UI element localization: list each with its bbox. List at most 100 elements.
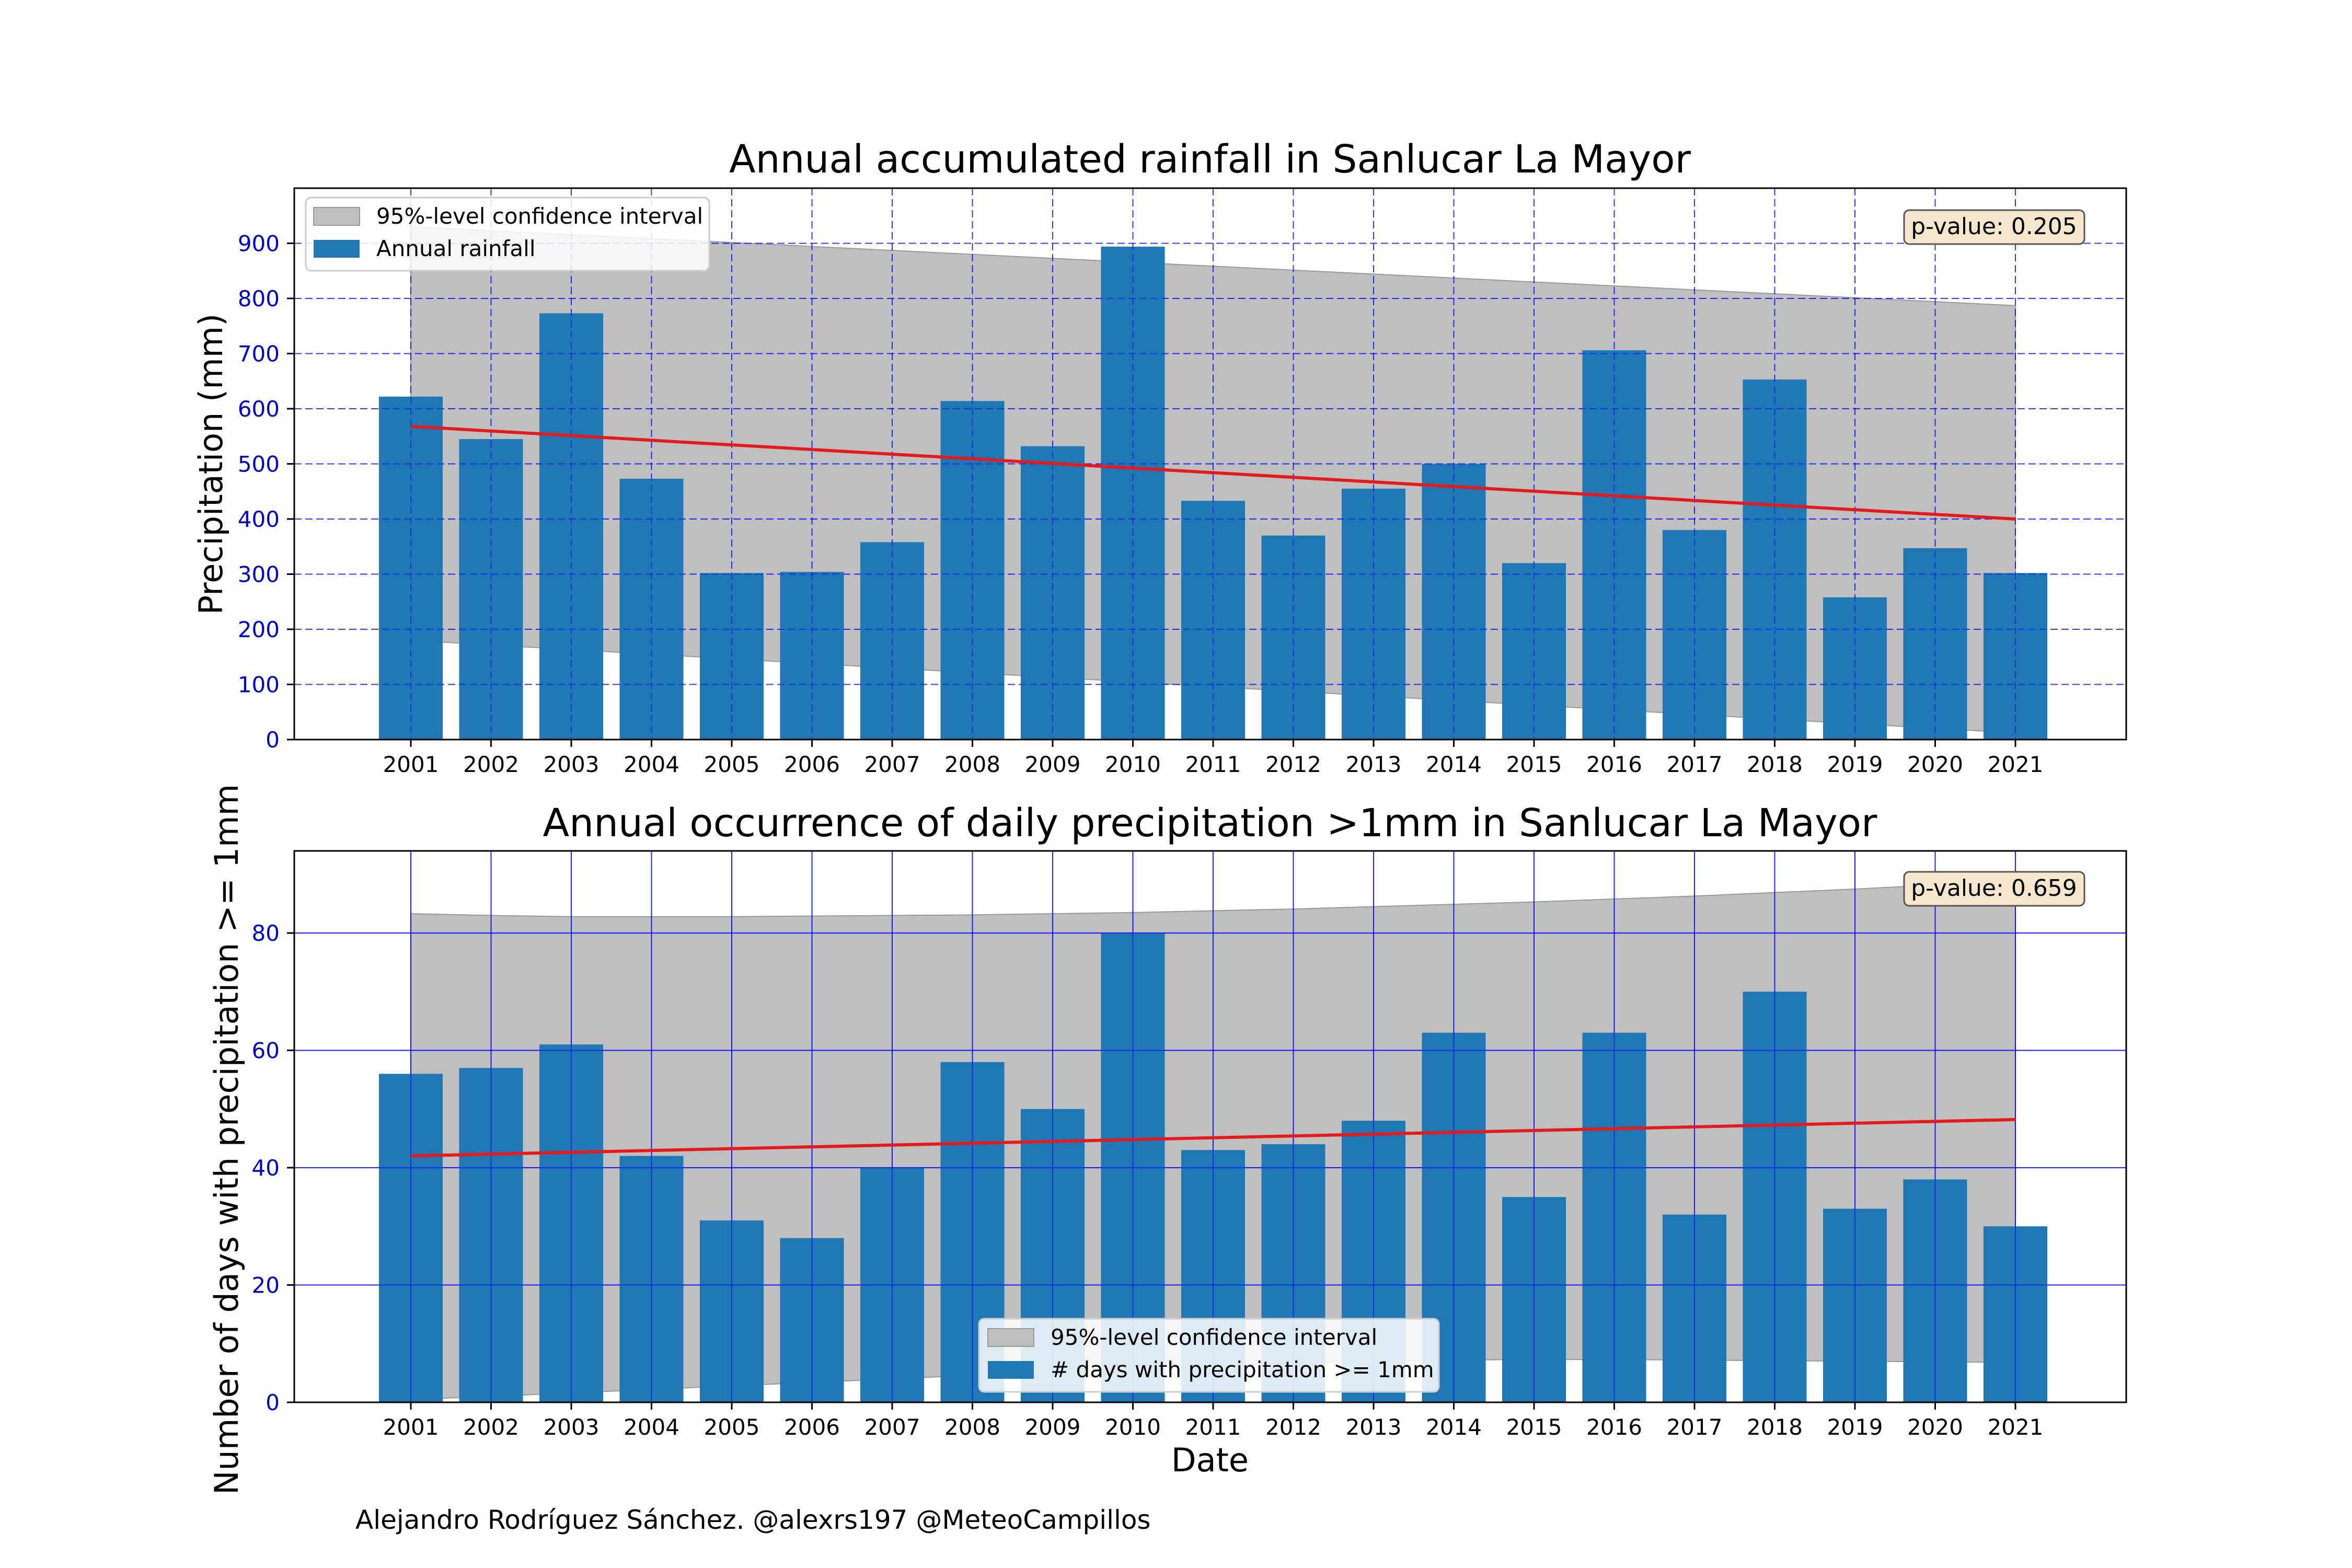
rainfall-chart: Annual accumulated rainfall in Sanlucar … [192, 137, 2127, 777]
bar-2003 [539, 313, 603, 740]
x-tick-label: 2003 [544, 752, 599, 777]
bar-2014 [1422, 464, 1486, 740]
legend-swatch-band [987, 1328, 1034, 1347]
legend: 95%-level confidence interval # days wit… [978, 1318, 1440, 1393]
x-tick-label: 2017 [1667, 1414, 1723, 1440]
legend: 95%-level confidence interval Annual rai… [305, 197, 710, 272]
y-tick-label: 100 [238, 672, 280, 698]
p-value-text: p-value: 0.205 [1911, 213, 2077, 240]
x-tick-label: 2007 [864, 752, 920, 777]
legend-swatch-bars [314, 240, 360, 258]
x-tick-label: 2005 [704, 1414, 760, 1440]
x-tick-label: 2008 [944, 1414, 1000, 1440]
y-tick-label: 500 [238, 452, 280, 477]
x-tick-label: 2001 [383, 752, 439, 777]
x-tick-label: 2007 [864, 1414, 920, 1440]
bar-2001 [379, 396, 443, 740]
x-tick-label: 2017 [1667, 752, 1723, 777]
x-tick-label: 2010 [1105, 752, 1161, 777]
x-tick-label: 2014 [1426, 1414, 1482, 1440]
y-tick-label: 600 [238, 396, 280, 422]
p-value-box [1903, 209, 2085, 245]
bar-2021 [1984, 573, 2047, 740]
x-tick-label: 2004 [624, 752, 679, 777]
x-tick-label: 2003 [544, 1414, 599, 1440]
y-axis-label: Number of days with precipitation >= 1mm [207, 784, 246, 1495]
bar-2005 [700, 573, 764, 740]
x-tick-label: 2019 [1827, 752, 1883, 777]
bar-2017 [1663, 530, 1726, 740]
x-tick-label: 2001 [383, 1414, 439, 1440]
x-tick-label: 2006 [784, 1414, 840, 1440]
y-tick-label: 80 [252, 920, 280, 946]
x-tick-label: 2009 [1025, 752, 1081, 777]
bar-2002 [459, 439, 523, 740]
legend-label-band: 95%-level confidence interval [1051, 1324, 1377, 1350]
bar-2020 [1903, 548, 1967, 740]
chart-title: Annual occurrence of daily precipitation… [543, 801, 1877, 846]
x-tick-label: 2012 [1265, 752, 1321, 777]
x-tick-label: 2004 [624, 1414, 679, 1440]
bar-2012 [1261, 535, 1325, 740]
x-tick-label: 2021 [1988, 752, 2044, 777]
x-tick-label: 2019 [1827, 1414, 1883, 1440]
p-value-text: p-value: 0.659 [1911, 875, 2077, 902]
bar-2019 [1823, 597, 1887, 740]
bar-2010 [1101, 246, 1165, 740]
y-tick-label: 0 [266, 727, 280, 753]
x-tick-label: 2013 [1346, 752, 1402, 777]
trend-line [410, 424, 2016, 521]
p-value-annotation: p-value: 0.205 [1903, 209, 2085, 245]
x-tick-label: 2012 [1265, 1414, 1321, 1440]
footer-credit: Alejandro Rodríguez Sánchez. @alexrs197 … [355, 1505, 1151, 1535]
y-axis-label: Precipitation (mm) [192, 314, 230, 615]
x-axis-label: Date [1171, 1441, 1249, 1479]
y-tick-label: 900 [238, 231, 280, 257]
bar-2016 [1582, 350, 1646, 740]
legend-swatch-bars [988, 1361, 1034, 1379]
legend-label-bars: # days with precipitation >= 1mm [1051, 1357, 1434, 1382]
bar-2018 [1743, 379, 1807, 740]
y-tick-label: 800 [238, 286, 280, 312]
plot-frame [293, 187, 2127, 741]
x-tick-label: 2002 [463, 1414, 519, 1440]
y-tick-label: 700 [238, 341, 280, 367]
bar-2007 [860, 542, 924, 740]
legend-label-band: 95%-level confidence interval [376, 203, 703, 229]
bar-2015 [1502, 563, 1566, 740]
x-tick-label: 2006 [784, 752, 840, 777]
x-tick-label: 2011 [1185, 1414, 1241, 1440]
legend-box [305, 197, 710, 272]
x-tick-label: 2002 [463, 752, 519, 777]
bar-2006 [780, 572, 844, 740]
y-tick-label: 0 [266, 1390, 280, 1415]
x-tick-label: 2016 [1586, 752, 1642, 777]
legend-swatch-band [313, 207, 360, 226]
bar-2004 [619, 478, 684, 740]
x-tick-label: 2020 [1907, 752, 1963, 777]
y-tick-label: 40 [252, 1155, 280, 1181]
x-tick-label: 2010 [1105, 1414, 1161, 1440]
bar-2009 [1021, 446, 1085, 740]
rain-days-chart: Annual occurrence of daily precipitation… [207, 784, 2127, 1495]
p-value-box [1903, 871, 2085, 907]
x-tick-label: 2011 [1185, 752, 1241, 777]
legend-label-bars: Annual rainfall [376, 236, 536, 261]
x-tick-label: 2020 [1907, 1414, 1963, 1440]
bar-2011 [1181, 501, 1245, 740]
x-tick-label: 2018 [1747, 1414, 1803, 1440]
chart-title: Annual accumulated rainfall in Sanlucar … [729, 137, 1691, 182]
bar-2013 [1342, 488, 1405, 740]
p-value-annotation: p-value: 0.659 [1903, 871, 2085, 907]
x-tick-label: 2009 [1025, 1414, 1081, 1440]
plot-frame [293, 850, 2127, 1403]
x-tick-label: 2021 [1988, 1414, 2044, 1440]
x-tick-label: 2014 [1426, 752, 1482, 777]
x-tick-label: 2005 [704, 752, 760, 777]
x-tick-label: 2015 [1506, 752, 1562, 777]
y-tick-label: 200 [238, 617, 280, 642]
y-tick-label: 60 [252, 1038, 280, 1064]
x-tick-label: 2016 [1586, 1414, 1642, 1440]
y-tick-label: 300 [238, 562, 280, 587]
